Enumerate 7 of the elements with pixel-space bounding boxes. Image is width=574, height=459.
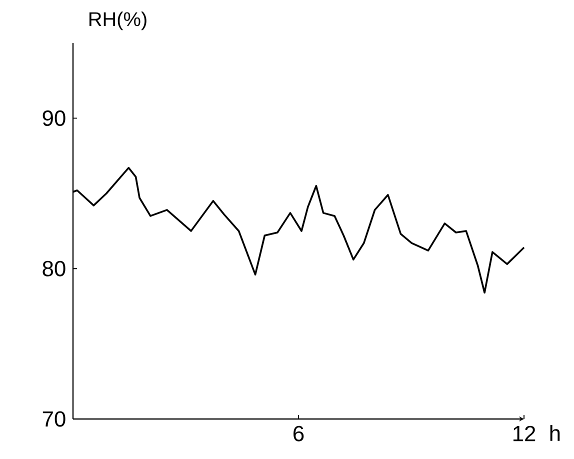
y-tick-label: 90 [42, 110, 66, 126]
x-tick-label: 12 [513, 426, 536, 442]
x-tick-label: 6 [294, 426, 304, 442]
x-axis-title: h [550, 425, 560, 441]
y-tick-label: 80 [42, 260, 66, 276]
y-axis-title: RH(%) [89, 12, 146, 30]
y-tick-label: 70 [42, 411, 66, 427]
